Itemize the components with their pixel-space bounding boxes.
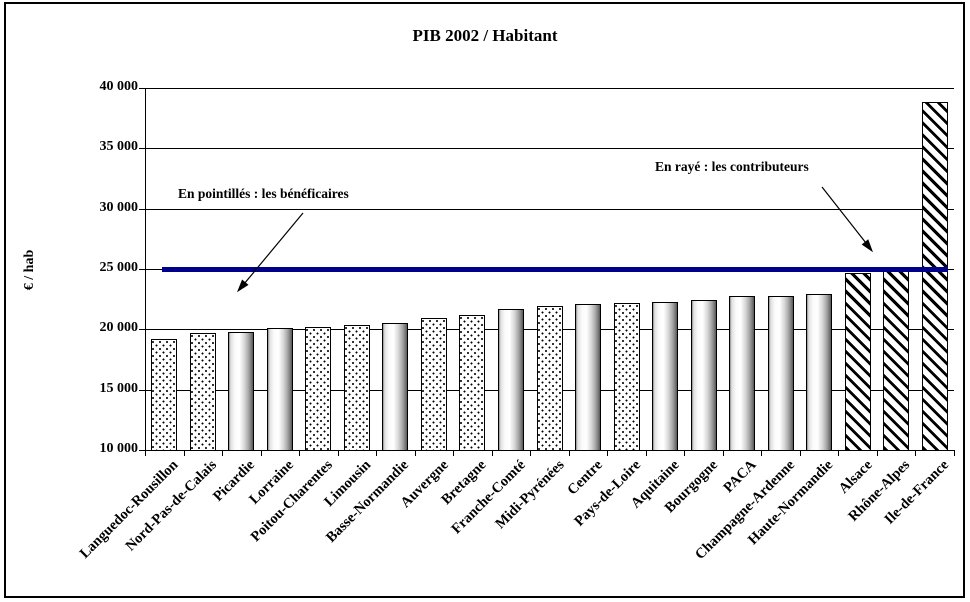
- y-tick-25000: [139, 269, 145, 270]
- x-tick-21: [954, 451, 955, 456]
- bar-paca: [729, 296, 755, 451]
- y-tick-label-10000: 10 000: [99, 441, 139, 456]
- x-tick-5: [338, 451, 339, 456]
- x-tick-3: [261, 451, 262, 456]
- y-tick-label-30000: 30 000: [99, 200, 139, 215]
- arrow-head-beneficiaires: [236, 279, 249, 293]
- bar-languedoc-rousillon: [151, 339, 177, 451]
- y-tick-label-25000: 25 000: [99, 260, 139, 275]
- chart-title: PIB 2002 / Habitant: [412, 26, 558, 45]
- x-tick-16: [761, 451, 762, 456]
- bar-pays-de-loire: [614, 303, 640, 451]
- bar-poitou-charentes: [305, 327, 331, 451]
- x-tick-10: [530, 451, 531, 456]
- x-tick-20: [915, 451, 916, 456]
- bar-limousin: [344, 325, 370, 451]
- arrow-line-contributeurs: [821, 186, 867, 244]
- x-tick-11: [569, 451, 570, 456]
- gridline-40000: [145, 88, 954, 89]
- bar-haute-normandie: [806, 294, 832, 451]
- gridline-30000: [145, 209, 954, 210]
- y-tick-label-40000: 40 000: [99, 79, 139, 94]
- x-tick-6: [376, 451, 377, 456]
- bar-franche-comte: [498, 309, 524, 451]
- bar-nord-pas-de-calais: [190, 333, 216, 451]
- y-tick-15000: [139, 390, 145, 391]
- arrow-line-beneficiaires: [243, 212, 304, 285]
- y-tick-35000: [139, 148, 145, 149]
- x-tick-9: [492, 451, 493, 456]
- bar-basse-normandie: [382, 323, 408, 451]
- x-tick-15: [723, 451, 724, 456]
- x-tick-7: [415, 451, 416, 456]
- annotation-beneficiaires: En pointillés : les bénéficaires: [178, 186, 349, 201]
- bar-champagne-ardenne: [768, 296, 794, 451]
- bar-alsace: [845, 273, 871, 451]
- bar-picardie: [228, 332, 254, 451]
- y-tick-label-15000: 15 000: [99, 381, 139, 396]
- y-tick-10000: [139, 450, 145, 451]
- x-tick-4: [299, 451, 300, 456]
- bar-bretagne: [459, 315, 485, 451]
- outer-border: [4, 2, 965, 598]
- y-axis-line: [145, 88, 146, 450]
- y-tick-40000: [139, 88, 145, 89]
- x-tick-13: [646, 451, 647, 456]
- x-tick-2: [222, 451, 223, 456]
- annotation-contributeurs: En rayé : les contributeurs: [655, 159, 809, 174]
- y-tick-20000: [139, 329, 145, 330]
- arrow-head-contributeurs: [861, 239, 874, 253]
- bar-centre: [575, 304, 601, 451]
- reference-line: [162, 267, 948, 272]
- bar-midi-pyrenees: [537, 306, 563, 451]
- y-tick-label-35000: 35 000: [99, 139, 139, 154]
- bar-lorraine: [267, 328, 293, 451]
- x-tick-18: [838, 451, 839, 456]
- gridline-35000: [145, 148, 954, 149]
- bar-auvergne: [421, 318, 447, 451]
- x-tick-8: [453, 451, 454, 456]
- x-tick-1: [184, 451, 185, 456]
- x-tick-0: [145, 451, 146, 456]
- y-tick-label-20000: 20 000: [99, 320, 139, 335]
- x-tick-12: [607, 451, 608, 456]
- bar-ile-de-france: [922, 102, 948, 451]
- x-tick-14: [684, 451, 685, 456]
- bar-aquitaine: [652, 302, 678, 451]
- y-tick-30000: [139, 209, 145, 210]
- x-tick-19: [877, 451, 878, 456]
- x-tick-17: [800, 451, 801, 456]
- bar-rhone-alpes: [883, 268, 909, 451]
- x-axis-line: [145, 450, 955, 451]
- bar-bourgogne: [691, 300, 717, 451]
